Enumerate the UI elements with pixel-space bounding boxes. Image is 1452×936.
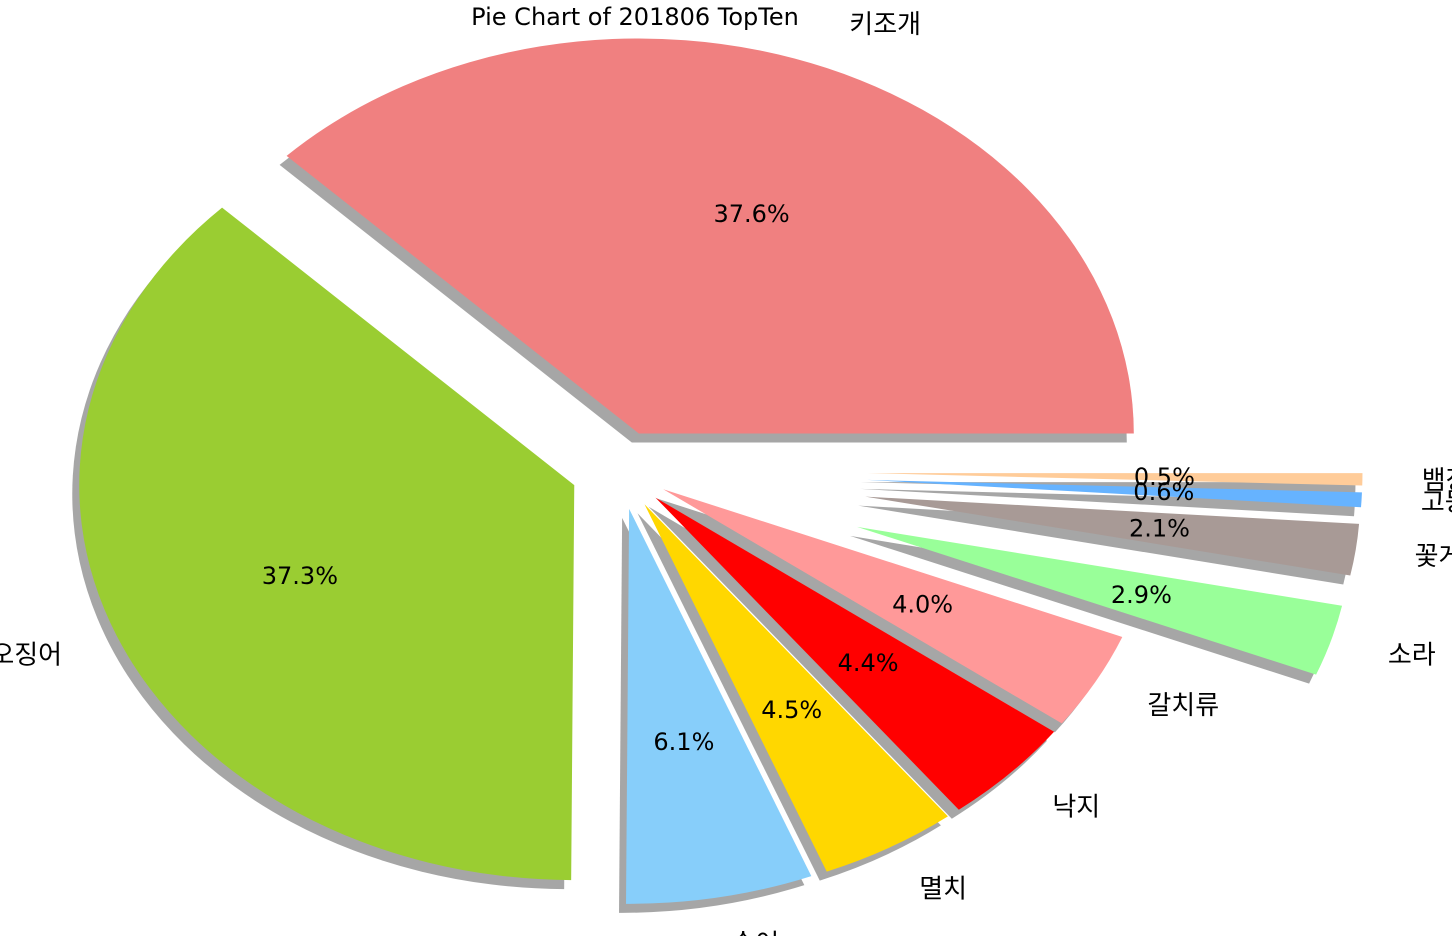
slice-label-9: 고등어 xyxy=(1421,488,1452,518)
slice-percent-4: 4.5% xyxy=(761,696,822,724)
slice-label-6: 갈치류 xyxy=(1147,691,1219,721)
slice-label-7: 소라 xyxy=(1388,640,1436,670)
slice-percent-5: 4.4% xyxy=(838,649,899,677)
slice-shadow-8 xyxy=(858,505,1353,585)
slice-label-1: 키조개 xyxy=(849,10,921,40)
slice-percent-3: 6.1% xyxy=(653,728,714,756)
slice-shadow-9 xyxy=(860,488,1355,517)
slice-label-4: 멸치 xyxy=(919,875,967,905)
slice-percent-2: 37.3% xyxy=(262,562,338,590)
slice-label-10: 뱀장어 xyxy=(1422,466,1452,496)
pie-slice-8 xyxy=(865,496,1360,576)
pie-slice-4 xyxy=(644,504,948,872)
slice-percent-9: 0.6% xyxy=(1133,478,1194,506)
pie-slice-7 xyxy=(857,526,1343,675)
pie-slice-9 xyxy=(867,479,1362,508)
slice-label-5: 낙지 xyxy=(1052,792,1100,822)
pie-slice-2 xyxy=(79,207,575,881)
pie-slice-1 xyxy=(286,38,1134,434)
slice-shadow-7 xyxy=(850,535,1336,684)
chart-title: Pie Chart of 201806 TopTen xyxy=(471,3,799,31)
pie-slice-6 xyxy=(663,489,1123,724)
slice-percent-6: 4.0% xyxy=(892,591,953,619)
slices-group xyxy=(79,38,1363,904)
slice-label-3: 숭어 xyxy=(731,930,779,936)
pie-slice-3 xyxy=(626,508,812,904)
slice-percent-1: 37.6% xyxy=(713,200,789,228)
labels-group: 키조개 37.6% 살오징어 37.3% 숭어 6.1% 멸치 4.5% 낙지 4.4% 갈치류 4.… xyxy=(0,10,1452,936)
pie-slice-5 xyxy=(655,497,1055,810)
slice-percent-10: 0.5% xyxy=(1134,463,1195,491)
slice-label-8: 꽃게 xyxy=(1415,542,1452,572)
slice-label-2: 살오징어 xyxy=(0,640,62,670)
slice-percent-8: 2.1% xyxy=(1129,515,1190,543)
pie-slice-10 xyxy=(867,473,1363,486)
slice-percent-7: 2.9% xyxy=(1111,581,1172,609)
